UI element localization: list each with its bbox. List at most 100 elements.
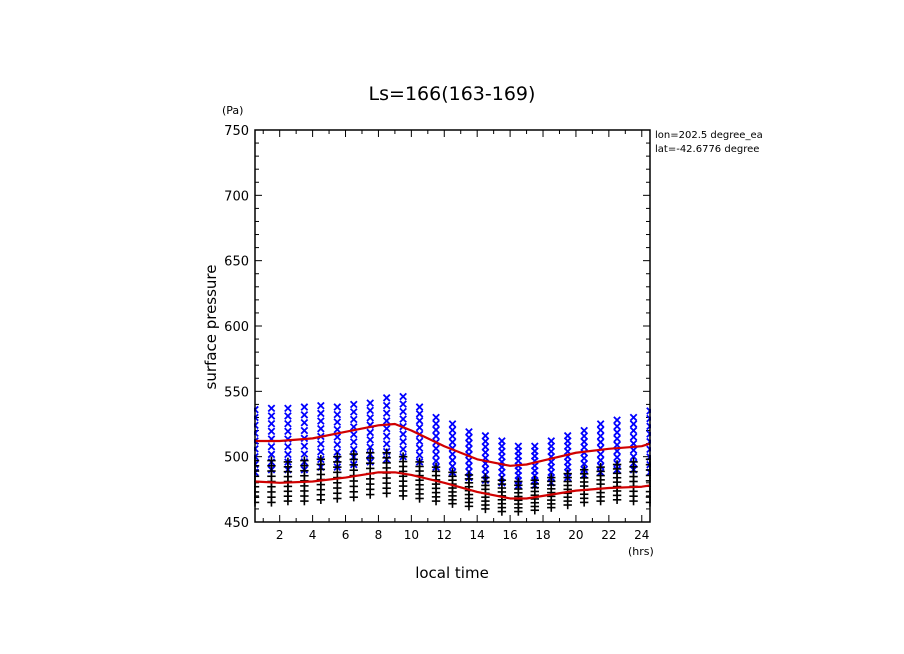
x-marker [432, 426, 440, 434]
x-marker [333, 418, 342, 426]
plus-marker [579, 465, 589, 474]
x-marker [382, 440, 391, 448]
x-marker [432, 457, 440, 465]
plus-marker [316, 455, 326, 464]
x-marker [448, 450, 457, 459]
plus-marker [366, 448, 375, 457]
x-marker [382, 394, 391, 402]
x-marker [481, 448, 490, 457]
x-marker [382, 424, 391, 433]
x-marker [415, 451, 424, 459]
x-tick-label: 24 [634, 528, 649, 542]
x-tick-label: 22 [601, 528, 616, 542]
x-marker [580, 443, 589, 452]
plus-marker [267, 456, 276, 465]
x-marker [629, 426, 638, 435]
x-marker [448, 426, 457, 434]
x-marker [316, 447, 325, 456]
annotation-longitude: lon=202.5 degree_ea [655, 130, 763, 141]
x-marker [448, 462, 457, 471]
x-marker [415, 416, 424, 425]
plus-marker [547, 473, 556, 482]
x-marker [366, 443, 375, 452]
y-tick-label: 550 [224, 385, 249, 400]
x-tick-label: 16 [502, 528, 517, 542]
plus-marker [382, 448, 391, 457]
x-marker [316, 401, 325, 410]
x-marker [366, 399, 375, 407]
x-marker [514, 442, 523, 451]
x-marker [333, 425, 342, 434]
x-tick-label: 8 [375, 528, 383, 542]
x-marker [349, 408, 358, 416]
x-marker [284, 450, 292, 459]
plus-marker [349, 449, 358, 459]
plus-marker [530, 475, 539, 485]
x-marker [432, 413, 440, 422]
y-tick-label: 450 [224, 516, 249, 531]
x-marker [382, 409, 391, 418]
x-marker [613, 428, 621, 437]
x-marker [267, 450, 276, 459]
x-marker [267, 404, 276, 413]
x-marker [580, 454, 589, 463]
y-axis-unit: (Pa) [222, 104, 243, 117]
x-marker [300, 426, 309, 435]
x-marker [498, 437, 506, 445]
plus-marker [333, 452, 342, 461]
y-tick-label: 600 [224, 320, 249, 335]
x-marker [316, 409, 325, 418]
plus-marker [464, 470, 474, 480]
x-marker [267, 427, 276, 436]
x-marker [399, 392, 407, 401]
x-marker [580, 426, 589, 435]
x-marker [415, 423, 424, 432]
plus-marker [398, 452, 408, 461]
y-axis-label: surface pressure [202, 265, 220, 390]
x-marker [399, 415, 407, 423]
x-marker [448, 432, 457, 440]
x-marker [580, 460, 589, 468]
x-marker [547, 437, 556, 445]
x-marker [563, 431, 572, 440]
x-marker [399, 445, 407, 453]
x-marker [284, 404, 292, 413]
x-marker [481, 437, 490, 446]
x-marker [366, 406, 375, 415]
x-marker [300, 411, 309, 419]
x-marker [300, 442, 309, 451]
x-tick-label: 12 [437, 528, 452, 542]
x-marker [316, 424, 325, 433]
x-marker [399, 400, 407, 408]
x-marker [596, 456, 605, 465]
x-marker [465, 439, 473, 448]
x-marker [629, 433, 638, 441]
x-marker [333, 448, 342, 456]
x-marker [465, 462, 473, 470]
x-axis-unit: (hrs) [628, 545, 654, 558]
x-marker [284, 412, 292, 420]
x-marker [580, 437, 589, 446]
plus-marker [514, 477, 523, 486]
x-marker [448, 438, 457, 446]
mean-line [254, 471, 651, 500]
x-marker [333, 410, 342, 419]
x-marker [267, 412, 276, 420]
x-marker [432, 444, 440, 453]
x-marker [366, 428, 375, 437]
x-marker [629, 413, 638, 422]
x-marker [432, 450, 440, 459]
x-marker [596, 450, 605, 459]
x-marker [580, 432, 589, 440]
x-marker [596, 420, 605, 428]
x-tick-label: 10 [404, 528, 419, 542]
y-tick-label: 650 [224, 255, 249, 270]
x-marker [333, 403, 342, 411]
plus-marker [415, 457, 424, 467]
data-markers [254, 392, 651, 516]
x-tick-label: 6 [342, 528, 350, 542]
plus-marker [448, 468, 457, 477]
x-marker [432, 419, 440, 428]
x-marker [300, 403, 309, 411]
plus-marker [563, 469, 572, 478]
